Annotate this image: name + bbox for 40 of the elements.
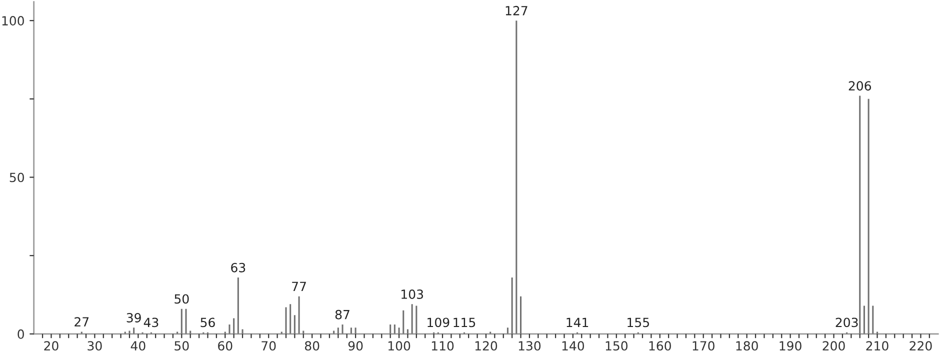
x-tick-label: 200 xyxy=(822,341,845,351)
x-tick-label: 140 xyxy=(562,341,584,351)
annotation: 155 xyxy=(628,318,649,328)
x-tick-label: 50 xyxy=(174,341,189,351)
x-tick-label: 170 xyxy=(692,341,714,351)
annotation: 39 xyxy=(126,313,141,322)
x-tick-label: 150 xyxy=(606,341,628,351)
x-tick-label: 100 xyxy=(388,341,410,351)
annotation: 63 xyxy=(231,262,246,272)
annotation: 56 xyxy=(200,318,215,328)
x-tick-label: 90 xyxy=(348,341,363,351)
x-tick-label: 190 xyxy=(780,341,802,351)
x-tick-label: 180 xyxy=(736,341,758,351)
annotation: 127 xyxy=(506,6,528,16)
x-tick-label: 120 xyxy=(475,341,498,351)
x-tick-label: 110 xyxy=(432,341,454,351)
x-tick-label: 160 xyxy=(649,341,671,351)
x-tick-label: 220 xyxy=(910,341,932,351)
x-tick-label: 70 xyxy=(262,341,276,351)
y-tick-label: 50 xyxy=(10,172,24,182)
annotation: 115 xyxy=(454,318,476,328)
annotation: 103 xyxy=(402,290,423,299)
annotation: 50 xyxy=(174,294,189,304)
y-tick-label: 100 xyxy=(2,16,24,26)
x-tick-label: 40 xyxy=(130,341,146,351)
annotation: 206 xyxy=(848,81,872,91)
annotation: 203 xyxy=(836,318,858,328)
x-tick-label: 30 xyxy=(88,341,102,351)
annotation: 27 xyxy=(74,317,89,326)
x-tick-label: 60 xyxy=(218,341,232,351)
x-tick-label: 80 xyxy=(304,341,320,351)
x-tick-label: 210 xyxy=(866,341,888,351)
annotation: 77 xyxy=(292,282,306,291)
x-tick-label: 20 xyxy=(44,341,58,351)
annotation: 109 xyxy=(428,318,450,328)
y-tick-label: 0 xyxy=(18,329,24,339)
annotation: 141 xyxy=(566,318,588,327)
x-tick-label: 130 xyxy=(518,341,541,351)
annotation: 87 xyxy=(335,310,350,320)
annotation: 43 xyxy=(144,318,158,328)
